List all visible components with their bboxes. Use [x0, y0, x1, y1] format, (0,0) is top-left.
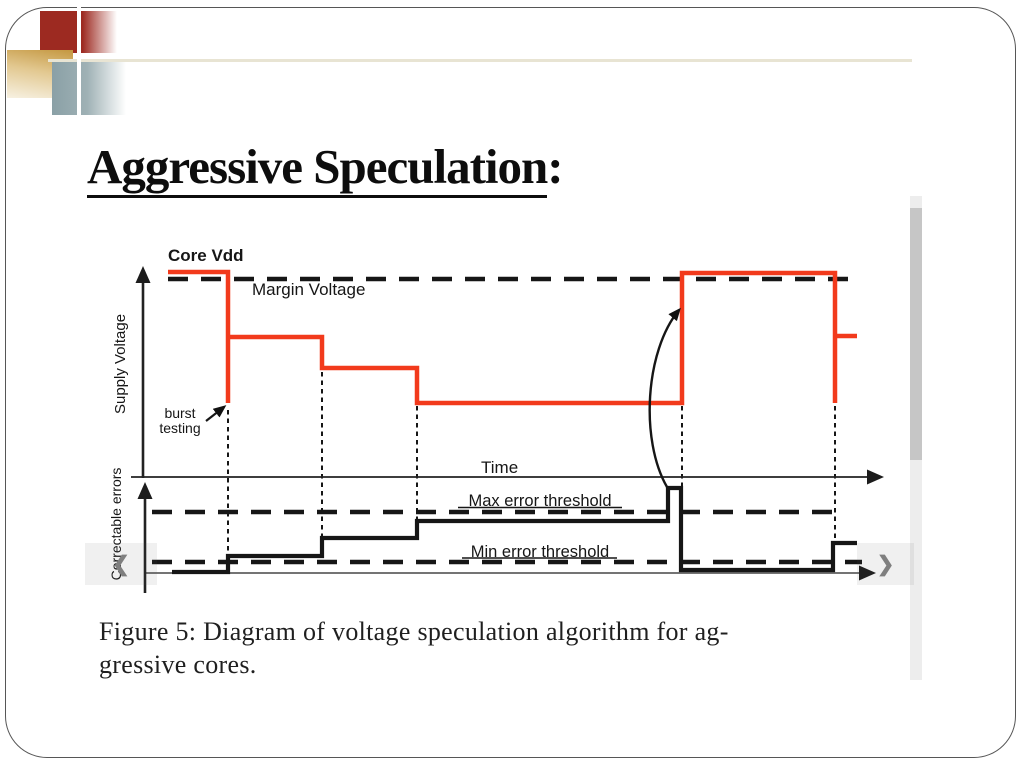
page-title-colon: :	[547, 139, 563, 194]
annotation-arrows	[205, 307, 681, 488]
correctable-errors-axis-label: Correctable errors	[108, 468, 124, 581]
deco-teal-square	[52, 62, 130, 115]
vertical-scrollbar-thumb[interactable]	[910, 208, 922, 460]
scroll-left-overlay[interactable]: ❮	[85, 543, 157, 585]
burst-testing-label-line1: burst	[164, 405, 195, 421]
boost-annotation-arrow	[648, 307, 681, 488]
deco-cream-line	[48, 59, 912, 62]
core-vdd-waveform	[168, 269, 857, 406]
figure-diagram: Core Vdd Margin Voltage Supply Voltage C…	[108, 246, 884, 593]
supply-voltage-axis-label: Supply Voltage	[112, 314, 129, 414]
burst-testing-arrow	[205, 405, 227, 422]
threshold-dashed-lines	[152, 276, 862, 565]
page-title-text: Aggressive Speculation	[87, 139, 548, 198]
figure-caption-line2: gressive cores.	[99, 650, 257, 679]
figure-caption-line1: Figure 5: Diagram of voltage speculation…	[99, 617, 729, 646]
burst-testing-label-line2: testing	[159, 420, 200, 436]
margin-voltage-label: Margin Voltage	[252, 280, 365, 299]
slide-border	[5, 7, 1016, 758]
event-dotted-guides	[227, 372, 836, 556]
page-title: Aggressive Speculation:	[87, 138, 564, 198]
core-vdd-label: Core Vdd	[168, 246, 244, 265]
figure-caption: Figure 5: Diagram of voltage speculation…	[99, 615, 915, 681]
time-axis-label: Time	[481, 458, 518, 477]
chevron-left-icon[interactable]: ❮	[112, 552, 130, 576]
scroll-right-overlay[interactable]: ❯	[857, 543, 914, 585]
max-error-threshold-label: Max error threshold	[468, 492, 611, 510]
plot-axes	[131, 266, 884, 593]
correctable-errors-waveform	[172, 485, 857, 575]
min-error-threshold-label: Min error threshold	[471, 543, 609, 561]
chevron-right-icon[interactable]: ❯	[876, 552, 895, 576]
deco-vertical-line	[77, 0, 81, 115]
